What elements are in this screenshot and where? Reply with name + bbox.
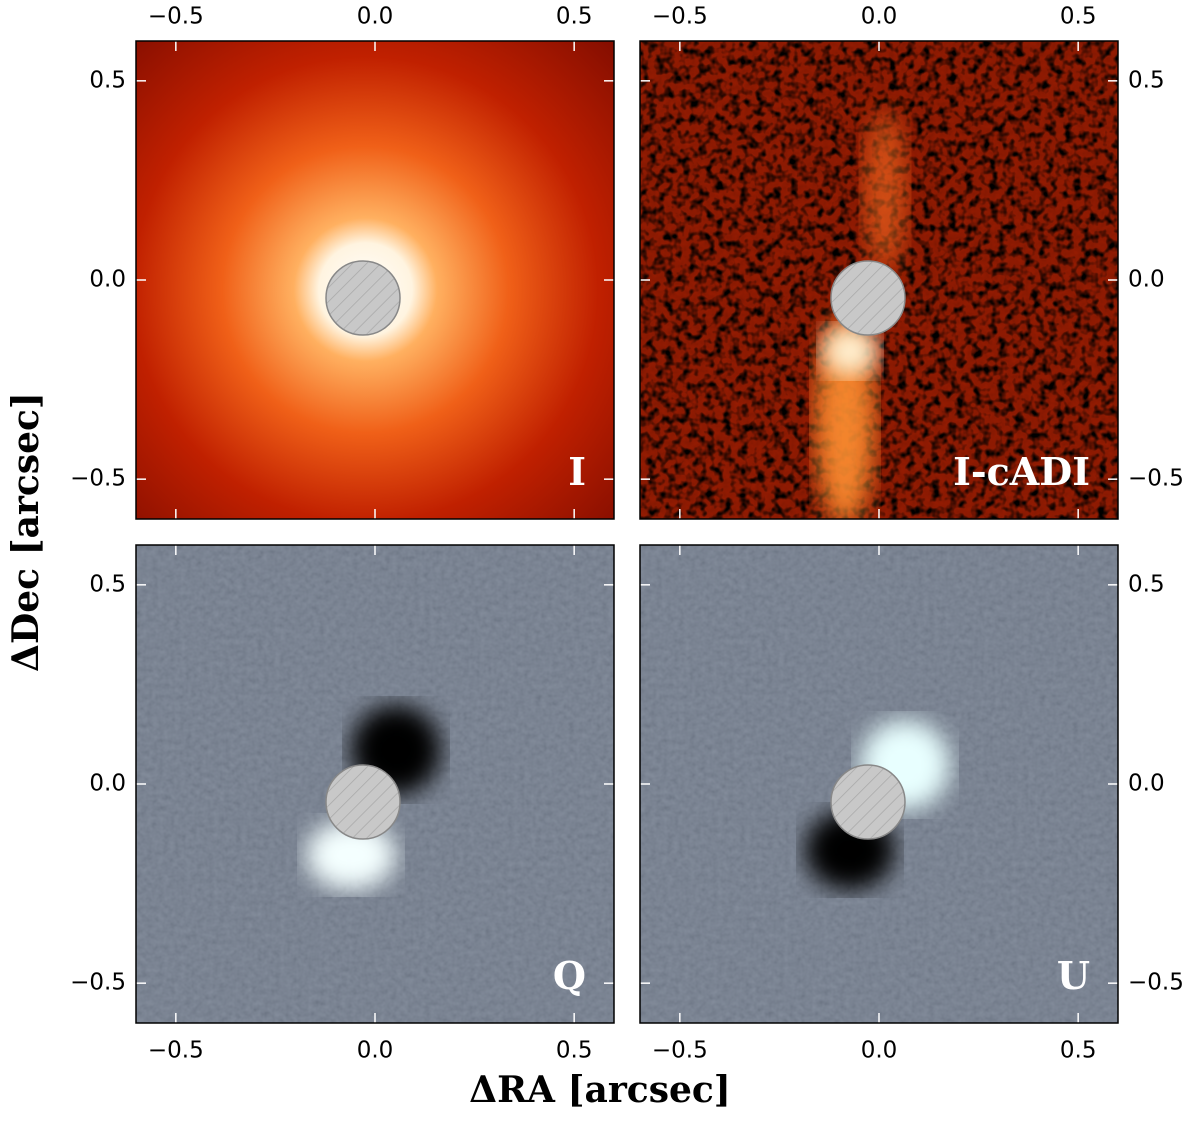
panel-frame [639, 544, 1119, 1024]
y-tick-label: 0.0 [1128, 771, 1165, 797]
x-axis-label: ΔRA [arcsec] [469, 1069, 731, 1111]
x-tick-label: 0.5 [556, 1038, 593, 1064]
x-tick-label: −0.5 [148, 4, 204, 30]
y-tick-label: 0.5 [89, 571, 126, 597]
image-q [136, 545, 614, 1023]
y-tick-label: 0.0 [89, 771, 126, 797]
image-i [136, 41, 614, 519]
panel-label: U [1057, 953, 1090, 998]
x-tick-label: −0.5 [148, 1038, 204, 1064]
x-tick-label: 0.5 [556, 4, 593, 30]
x-tick-label: −0.5 [652, 4, 708, 30]
x-tick-label: −0.5 [652, 1038, 708, 1064]
image-icadi [640, 41, 1118, 519]
y-tick-label: 0.0 [1128, 267, 1165, 293]
panel-label: I-cADI [953, 449, 1090, 494]
x-tick-label: 0.0 [357, 1038, 394, 1064]
panel-frame [135, 40, 615, 520]
y-tick-label: −0.5 [70, 970, 126, 996]
y-tick-label: 0.5 [1128, 67, 1165, 93]
y-tick-label: 0.5 [1128, 571, 1165, 597]
x-tick-label: 0.5 [1060, 4, 1097, 30]
panel-frame [639, 40, 1119, 520]
y-tick-label: 0.5 [89, 67, 126, 93]
x-tick-label: 0.0 [357, 4, 394, 30]
x-tick-label: 0.0 [861, 4, 898, 30]
x-tick-label: 0.0 [861, 1038, 898, 1064]
y-tick-label: 0.0 [89, 267, 126, 293]
panel-label: I [568, 449, 586, 494]
y-tick-label: −0.5 [1128, 970, 1184, 996]
y-axis-label: ΔDec [arcsec] [5, 392, 47, 672]
panel-label: Q [553, 953, 586, 998]
y-tick-label: −0.5 [70, 466, 126, 492]
y-tick-label: −0.5 [1128, 466, 1184, 492]
x-tick-label: 0.5 [1060, 1038, 1097, 1064]
panel-frame [135, 544, 615, 1024]
image-u [640, 545, 1118, 1023]
